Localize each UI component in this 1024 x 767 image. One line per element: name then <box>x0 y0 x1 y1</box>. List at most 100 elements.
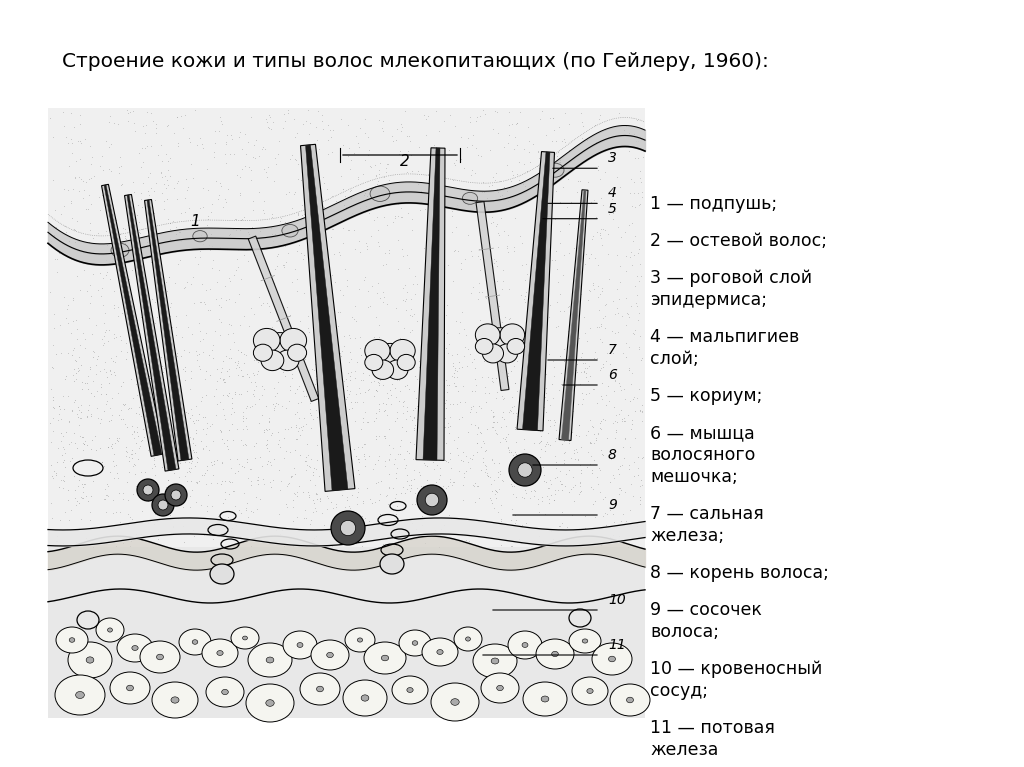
Point <box>273 475 290 487</box>
Point <box>289 486 305 498</box>
Point <box>188 456 205 469</box>
Point <box>263 123 280 135</box>
Point <box>120 517 136 529</box>
Point <box>306 462 323 474</box>
Point <box>592 334 608 346</box>
Point <box>632 404 648 416</box>
Point <box>210 527 226 539</box>
Point <box>142 256 159 268</box>
Point <box>223 418 240 430</box>
Point <box>109 225 125 238</box>
Point <box>607 206 624 218</box>
Point <box>161 493 177 505</box>
Point <box>166 466 182 479</box>
Point <box>591 226 607 239</box>
Point <box>52 347 69 359</box>
Ellipse shape <box>76 692 84 699</box>
Point <box>319 148 336 160</box>
Point <box>354 416 371 429</box>
Point <box>122 540 138 552</box>
Point <box>440 337 457 350</box>
Point <box>419 219 435 232</box>
Ellipse shape <box>288 344 306 361</box>
Point <box>78 490 94 502</box>
Point <box>465 129 481 141</box>
Point <box>233 163 250 175</box>
Point <box>593 232 609 244</box>
Ellipse shape <box>583 639 588 643</box>
Point <box>293 421 309 433</box>
Point <box>338 373 354 385</box>
Point <box>549 471 565 483</box>
Point <box>388 462 404 474</box>
Point <box>299 212 315 225</box>
Point <box>289 512 305 524</box>
Point <box>601 395 617 407</box>
Point <box>296 208 312 220</box>
Point <box>458 449 474 462</box>
Point <box>258 439 274 451</box>
Point <box>67 224 83 236</box>
Point <box>409 413 425 425</box>
Point <box>92 442 109 454</box>
Point <box>347 415 364 427</box>
Point <box>490 299 507 311</box>
Point <box>514 471 530 483</box>
Point <box>506 480 522 492</box>
Point <box>478 469 495 482</box>
Ellipse shape <box>152 494 174 516</box>
Point <box>63 137 80 149</box>
Point <box>565 446 582 459</box>
Point <box>489 505 506 518</box>
Point <box>597 310 613 322</box>
Point <box>243 463 259 476</box>
Point <box>427 482 443 494</box>
Point <box>153 403 169 416</box>
Point <box>622 394 638 407</box>
Point <box>104 355 121 367</box>
Point <box>613 413 630 426</box>
Point <box>216 409 232 421</box>
Point <box>171 389 187 401</box>
Point <box>385 351 401 363</box>
Point <box>275 108 292 120</box>
Point <box>587 511 603 523</box>
Point <box>86 390 102 402</box>
Point <box>75 192 91 204</box>
Point <box>240 255 256 267</box>
Point <box>120 219 136 232</box>
Point <box>347 299 364 311</box>
Point <box>573 288 590 300</box>
Point <box>68 499 84 511</box>
Point <box>580 294 596 306</box>
Point <box>182 463 199 475</box>
Point <box>514 384 530 397</box>
Point <box>256 143 272 155</box>
Point <box>416 503 432 515</box>
Point <box>553 367 569 380</box>
Point <box>115 487 131 499</box>
Point <box>112 243 128 255</box>
Point <box>551 519 567 532</box>
Point <box>513 491 529 503</box>
Point <box>620 541 636 553</box>
Point <box>127 211 143 223</box>
Point <box>160 155 176 167</box>
Point <box>620 410 636 422</box>
Point <box>46 308 62 320</box>
Point <box>122 297 138 309</box>
Point <box>578 523 594 535</box>
Point <box>231 504 248 516</box>
Point <box>129 199 145 211</box>
Point <box>286 113 302 125</box>
Point <box>105 448 122 460</box>
Point <box>441 380 458 392</box>
Point <box>504 502 520 515</box>
Point <box>161 271 177 283</box>
Point <box>69 216 85 228</box>
Point <box>80 455 96 467</box>
Point <box>625 327 641 339</box>
Point <box>386 540 402 552</box>
Point <box>500 443 516 455</box>
Point <box>625 490 641 502</box>
